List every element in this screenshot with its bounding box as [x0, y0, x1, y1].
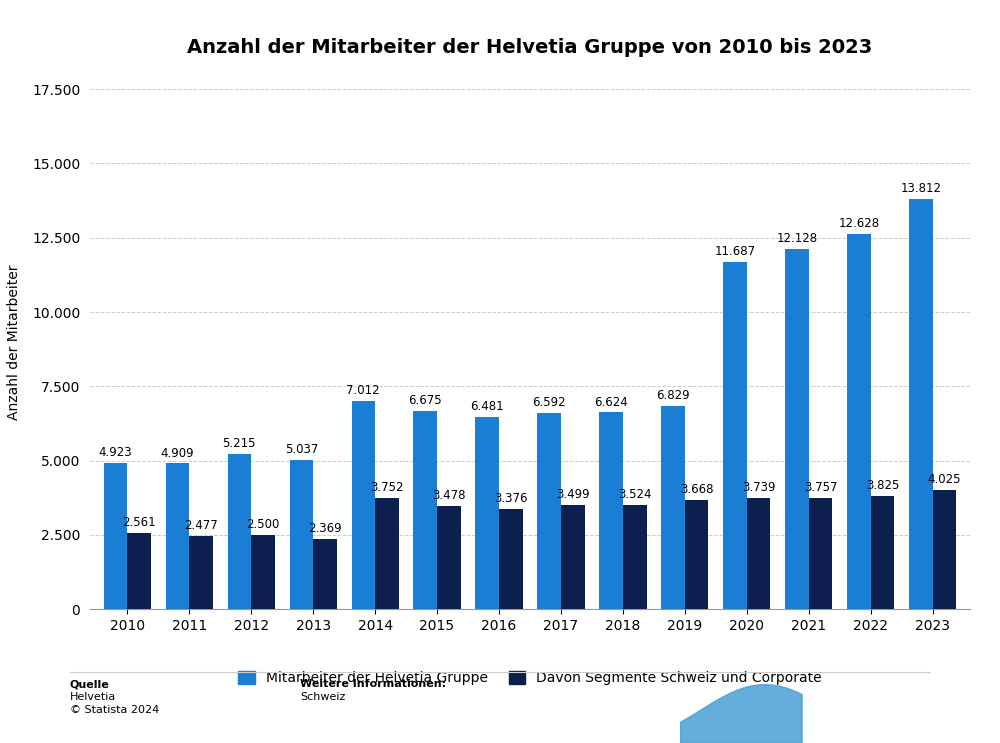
- Bar: [104, 463, 127, 609]
- Bar: [499, 509, 523, 609]
- Text: 6.481: 6.481: [470, 400, 504, 413]
- Bar: [933, 490, 956, 609]
- Text: 13.812: 13.812: [901, 182, 942, 195]
- Y-axis label: Anzahl der Mitarbeiter: Anzahl der Mitarbeiter: [7, 264, 21, 420]
- Text: 5.215: 5.215: [223, 438, 256, 450]
- Text: 6.624: 6.624: [594, 395, 628, 409]
- Text: ↗: ↗: [963, 701, 982, 721]
- Bar: [537, 413, 561, 609]
- Bar: [251, 535, 275, 609]
- Text: 12.128: 12.128: [777, 232, 818, 245]
- Text: 11.687: 11.687: [715, 245, 756, 258]
- Bar: [809, 498, 832, 609]
- Bar: [561, 505, 585, 609]
- Bar: [189, 536, 213, 609]
- Bar: [166, 464, 189, 609]
- Text: 6.675: 6.675: [408, 394, 442, 407]
- Bar: [747, 498, 770, 609]
- Text: 3.668: 3.668: [680, 484, 713, 496]
- Text: Quelle: Quelle: [70, 679, 110, 690]
- Bar: [785, 249, 809, 609]
- Bar: [871, 496, 894, 609]
- Text: 2.500: 2.500: [246, 518, 280, 531]
- Bar: [313, 539, 337, 609]
- Title: Anzahl der Mitarbeiter der Helvetia Gruppe von 2010 bis 2023: Anzahl der Mitarbeiter der Helvetia Grup…: [187, 39, 873, 57]
- Bar: [375, 498, 399, 609]
- Bar: [352, 401, 375, 609]
- Text: 4.909: 4.909: [161, 447, 194, 459]
- Bar: [437, 506, 461, 609]
- Bar: [685, 500, 708, 609]
- Text: 2.369: 2.369: [308, 522, 342, 535]
- Text: 6.592: 6.592: [532, 397, 566, 409]
- Bar: [413, 411, 437, 609]
- Legend: Mitarbeiter der Helvetia Gruppe, Davon Segmente Schweiz und Corporate: Mitarbeiter der Helvetia Gruppe, Davon S…: [231, 664, 829, 692]
- Bar: [475, 417, 499, 609]
- Text: 4.923: 4.923: [99, 446, 132, 459]
- Text: 3.825: 3.825: [866, 478, 899, 492]
- Text: 12.628: 12.628: [839, 217, 880, 230]
- Bar: [847, 234, 871, 609]
- Bar: [623, 504, 647, 609]
- Text: 5.037: 5.037: [285, 443, 318, 455]
- Bar: [290, 460, 313, 609]
- Text: Helvetia: Helvetia: [70, 692, 116, 702]
- Text: 2.477: 2.477: [184, 519, 218, 532]
- Text: 3.752: 3.752: [370, 481, 404, 494]
- Text: Weitere Informationen:: Weitere Informationen:: [300, 679, 446, 690]
- Text: 2.561: 2.561: [122, 516, 156, 529]
- Bar: [599, 412, 623, 609]
- Text: 4.025: 4.025: [928, 473, 961, 486]
- Text: 3.739: 3.739: [742, 481, 775, 494]
- Bar: [723, 262, 747, 609]
- Bar: [228, 454, 251, 609]
- Text: 6.829: 6.829: [656, 389, 690, 403]
- Text: 7.012: 7.012: [346, 384, 380, 397]
- Bar: [127, 533, 151, 609]
- Bar: [661, 406, 685, 609]
- Bar: [909, 199, 933, 609]
- Text: statista: statista: [808, 701, 898, 721]
- Text: Schweiz: Schweiz: [300, 692, 345, 702]
- Text: 3.478: 3.478: [432, 489, 466, 502]
- Text: 3.524: 3.524: [618, 487, 651, 501]
- Text: 3.499: 3.499: [556, 488, 590, 502]
- Text: 3.757: 3.757: [804, 481, 837, 494]
- Text: 3.376: 3.376: [494, 492, 528, 505]
- Text: © Statista 2024: © Statista 2024: [70, 704, 159, 715]
